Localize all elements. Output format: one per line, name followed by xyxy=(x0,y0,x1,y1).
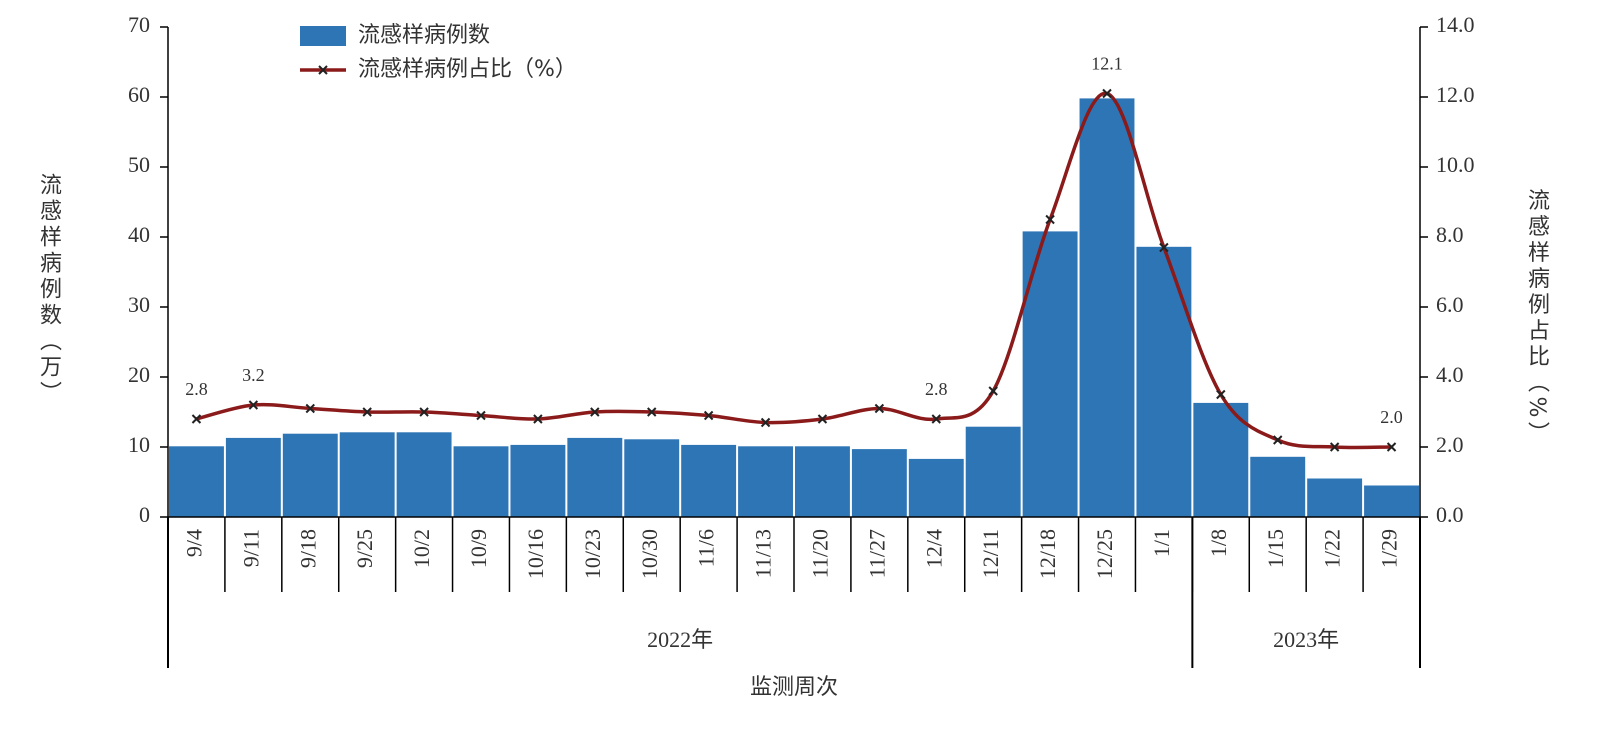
bar xyxy=(1079,98,1135,518)
legend-label: 流感样病例数 xyxy=(358,23,490,48)
group-label: 2023年 xyxy=(1273,627,1339,652)
y-tick-label: 50 xyxy=(128,152,150,177)
bar xyxy=(1136,246,1192,518)
bar xyxy=(510,444,566,517)
marker xyxy=(988,386,998,396)
bar xyxy=(1307,478,1363,517)
bar xyxy=(965,426,1021,517)
x-tick-label: 11/6 xyxy=(694,529,719,567)
marker xyxy=(1386,442,1397,452)
bar xyxy=(339,432,395,517)
bar xyxy=(908,458,964,517)
data-label: 2.0 xyxy=(1380,407,1403,427)
x-tick-label: 12/4 xyxy=(921,529,946,568)
x-tick-label: 11/27 xyxy=(864,529,889,578)
y-tick-label: 40 xyxy=(128,222,150,247)
x-tick-label: 12/11 xyxy=(978,529,1003,578)
y2-tick-label: 12.0 xyxy=(1436,82,1475,107)
bar xyxy=(1193,402,1249,517)
marker xyxy=(817,414,828,424)
marker xyxy=(1159,242,1169,253)
x-tick-label: 12/18 xyxy=(1035,529,1060,579)
x-tick-label: 11/13 xyxy=(751,529,776,578)
legend-label: 流感样病例占比（%） xyxy=(358,57,577,82)
marker xyxy=(931,414,941,424)
marker xyxy=(1102,88,1112,99)
bar xyxy=(1364,485,1419,517)
marker xyxy=(1045,214,1055,225)
marker xyxy=(1273,435,1283,445)
marker xyxy=(533,414,543,424)
bar xyxy=(282,433,338,517)
marker xyxy=(191,414,202,424)
bar xyxy=(851,449,907,517)
marker xyxy=(1216,389,1226,400)
data-label: 12.1 xyxy=(1091,54,1123,74)
x-tick-label: 9/11 xyxy=(238,529,263,567)
x-tick-label: 1/15 xyxy=(1263,529,1288,568)
marker xyxy=(647,407,657,417)
bar xyxy=(396,432,452,517)
x-tick-label: 10/9 xyxy=(466,529,491,568)
y-tick-label: 20 xyxy=(128,362,150,387)
marker xyxy=(590,407,600,417)
x-tick-label: 10/30 xyxy=(637,529,662,579)
data-label: 2.8 xyxy=(925,379,948,399)
bar xyxy=(738,446,793,517)
bar xyxy=(453,446,509,517)
legend-marker xyxy=(318,65,328,75)
x-tick-label: 10/23 xyxy=(580,529,605,579)
marker xyxy=(419,407,429,417)
x-tick-label: 1/29 xyxy=(1377,529,1402,568)
marker xyxy=(874,403,885,414)
x-tick-label: 12/25 xyxy=(1092,529,1117,579)
bar xyxy=(624,439,680,517)
bar xyxy=(225,437,281,517)
y2-tick-label: 8.0 xyxy=(1436,222,1464,247)
bar xyxy=(681,444,737,517)
marker xyxy=(305,403,315,414)
bar xyxy=(1250,456,1306,517)
y-tick-label: 10 xyxy=(128,432,150,457)
group-label: 2022年 xyxy=(647,627,713,652)
y2-tick-label: 6.0 xyxy=(1436,292,1464,317)
x-axis-title: 监测周次 xyxy=(750,675,838,700)
x-tick-label: 1/22 xyxy=(1320,529,1345,568)
bar xyxy=(567,437,623,517)
bar xyxy=(795,446,850,517)
y2-tick-label: 14.0 xyxy=(1436,12,1475,37)
line xyxy=(196,91,1392,450)
x-tick-label: 10/2 xyxy=(409,529,434,568)
bar xyxy=(169,446,224,517)
y2-tick-label: 10.0 xyxy=(1436,152,1475,177)
x-tick-label: 9/25 xyxy=(352,529,377,568)
x-tick-label: 9/18 xyxy=(295,529,320,568)
legend-swatch xyxy=(300,26,346,46)
x-tick-label: 10/16 xyxy=(523,529,548,579)
y2-tick-label: 2.0 xyxy=(1436,432,1464,457)
marker xyxy=(248,400,259,410)
y2-tick-label: 0.0 xyxy=(1436,502,1464,527)
x-tick-label: 9/4 xyxy=(182,529,207,557)
x-tick-label: 1/1 xyxy=(1149,529,1174,557)
y2-axis-title: 流感样病例占比（%） xyxy=(1524,189,1550,448)
y-axis-title: 流感样病例数（万） xyxy=(36,173,62,407)
y-tick-label: 70 xyxy=(128,12,150,37)
y-tick-label: 60 xyxy=(128,82,150,107)
y-tick-label: 0 xyxy=(139,502,150,527)
x-tick-label: 11/20 xyxy=(808,529,833,578)
marker xyxy=(760,417,771,428)
data-label: 3.2 xyxy=(242,365,265,385)
marker xyxy=(1329,442,1340,452)
marker xyxy=(362,407,372,417)
marker xyxy=(703,410,714,421)
x-tick-label: 1/8 xyxy=(1206,529,1231,557)
marker xyxy=(476,410,486,421)
y2-tick-label: 4.0 xyxy=(1436,362,1464,387)
y-tick-label: 30 xyxy=(128,292,150,317)
data-label: 2.8 xyxy=(185,379,208,399)
